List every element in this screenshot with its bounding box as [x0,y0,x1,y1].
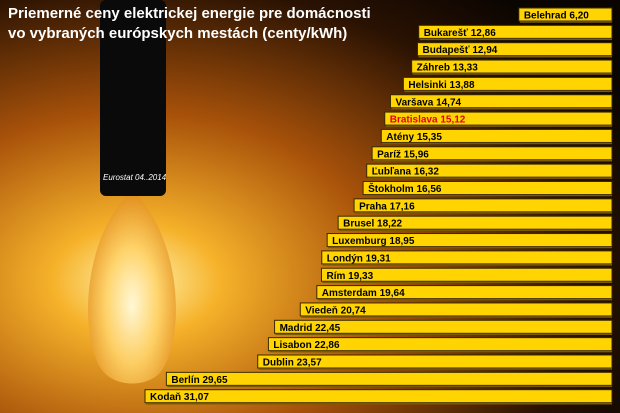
bar [299,302,613,317]
bar [402,76,613,91]
category-label: Luxemburg [332,236,386,247]
bar [320,267,613,282]
category-label: Berlín [171,374,199,385]
category-label: Brusel [343,218,374,229]
category-label: Varšava [395,97,433,108]
bar-label: Luxemburg 18,95 [332,236,415,247]
chart-subtitle: vo vybraných európskych mestách (centy/k… [8,25,347,42]
bar [337,215,613,230]
bar [321,250,613,265]
value-label: 13,88 [450,80,475,91]
bar [165,371,613,386]
value-label: 15,35 [417,132,442,143]
bar [267,337,613,352]
value-label: 16,56 [416,184,441,195]
bar-label: Londýn 19,31 [327,253,391,264]
value-label: 22,45 [315,322,340,333]
bar [518,7,613,22]
category-label: Rím [326,270,345,281]
bar-label: Varšava 14,74 [395,97,461,108]
bar-label: Praha 17,16 [359,201,415,212]
source: Eurostat 04..2014 [103,173,167,182]
value-label: 22,86 [315,340,340,351]
category-label: Kodaň [150,392,181,403]
bar-label: Lisabon 22,86 [273,340,340,351]
bar [362,181,613,195]
bar-label: Bukarešť 12,86 [424,27,497,38]
value-label: 15,96 [404,149,429,160]
value-label: 19,31 [366,253,391,264]
bar-label: Budapešť 12,94 [423,45,498,56]
bar-label: Paríž 15,96 [377,149,429,160]
bar-label: Atény 15,35 [386,132,442,143]
value-label: 17,16 [390,201,415,212]
bar [417,42,613,57]
value-label: 20,74 [341,305,366,316]
category-label: Budapešť [423,45,470,56]
category-label: Bratislava [390,114,438,125]
bar-label: Amsterdam 19,64 [322,288,405,299]
category-label: Amsterdam [322,288,377,299]
category-label: Viedeň [305,305,338,316]
bar [411,59,613,74]
bar [371,146,613,161]
value-label: 19,64 [380,288,405,299]
category-label: Lisabon [273,340,311,351]
bar [144,389,613,404]
category-label: Belehrad [524,10,567,21]
category-label: Štokholm [368,182,414,195]
value-label: 13,33 [453,62,478,73]
bar [380,128,613,143]
bar [418,24,613,39]
category-label: Paríž [377,149,401,160]
bar-label: Štokholm 16,56 [368,182,442,195]
bar-label: Záhreb 13,33 [417,62,479,73]
bar [274,319,613,334]
value-label: 12,86 [471,27,496,38]
value-label: 6,20 [569,10,589,21]
bar-label: Brusel 18,22 [343,218,402,229]
category-label: Praha [359,201,387,212]
category-label: Dublin [263,357,294,368]
category-label: Bukarešť [424,27,468,38]
chart-title: Priemerné ceny elektrickej energie pre d… [8,5,371,22]
bar [326,233,613,248]
bar-label: Berlín 29,65 [171,374,228,385]
value-label: 19,33 [348,270,373,281]
bar-label: Madrid 22,45 [280,322,341,333]
value-label: 31,07 [184,392,209,403]
bar [316,285,613,300]
bar-label: Viedeň 20,74 [305,305,366,316]
category-label: Záhreb [417,62,450,73]
value-label: 29,65 [202,374,227,385]
bar-label: Kodaň 31,07 [150,392,209,403]
value-label: 16,32 [414,166,439,177]
value-label: 12,94 [472,45,497,56]
bar-label: Bratislava 15,12 [390,114,466,125]
value-label: 23,57 [297,357,322,368]
bar [384,111,613,126]
bar-label: Belehrad 6,20 [524,10,589,21]
bar [353,198,613,213]
bar [257,354,613,369]
value-label: 15,12 [440,114,465,125]
bulb-glass [88,190,176,384]
category-label: Madrid [280,322,313,333]
bar-label: Ľubľana 16,32 [372,166,440,177]
category-label: Helsinki [408,80,447,91]
category-label: Ľubľana [372,166,412,177]
category-label: Atény [386,132,414,143]
bulb-socket [100,0,166,196]
value-label: 18,95 [389,236,414,247]
category-label: Londýn [327,253,363,264]
bar-label: Helsinki 13,88 [408,80,475,91]
bar-label: Rím 19,33 [326,270,373,281]
bar [389,94,613,109]
bar-label: Dublin 23,57 [263,357,322,368]
value-label: 14,74 [436,97,461,108]
value-label: 18,22 [377,218,402,229]
bar [366,163,613,178]
